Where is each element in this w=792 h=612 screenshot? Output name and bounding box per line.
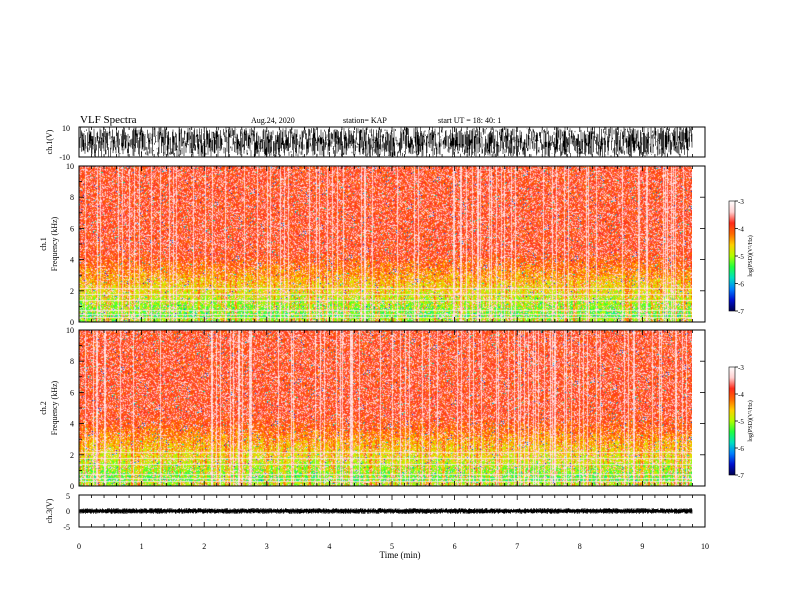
time-tick-label: 9 <box>640 542 644 551</box>
time-tick-label: 0 <box>77 542 81 551</box>
ch2-colorbar-tick-label: -4 <box>738 391 744 399</box>
ch3-waveform-panel: 5 0 -5 ch.3(V) <box>45 492 705 532</box>
ch2-spectrogram-ytick-label: 10 <box>66 326 74 335</box>
ch2-spectrogram-panel: 0 2 4 6 8 10 ch.2 Frequency (kHz) <box>39 326 705 491</box>
time-axis-label: Time (min) <box>380 550 421 560</box>
ch1-colorbar-tick-label: -7 <box>738 308 744 316</box>
figure-title: VLF Spectra <box>80 114 137 126</box>
ch2-colorbar-tick-label: -3 <box>738 364 744 372</box>
ch1-spectrogram-image <box>79 166 692 322</box>
time-tick-label: 2 <box>202 542 206 551</box>
ch2-spectrogram-ytick-label: 2 <box>70 451 74 460</box>
ch3-waveform-line <box>80 508 692 514</box>
ch1-waveform-panel: 10 -10 ch.1(V) <box>45 124 705 162</box>
ch1-spectrogram-panel: 0246810 ch.1 Frequency (kHz) <box>39 162 705 327</box>
ch2-spectrogram-ytick-label: 8 <box>70 357 74 366</box>
ch3-ytick-middle: 0 <box>66 507 70 516</box>
ch2-colorbar-gradient <box>729 367 735 475</box>
time-tick-label: 7 <box>515 542 519 551</box>
ch2-colorbar: -3 -4 -5 -6 -7 log(PSD)(V²/Hz) <box>729 364 754 480</box>
ch1-waveform-trace <box>80 127 692 157</box>
ch2-spectrogram-ytick-label: 0 <box>70 482 74 491</box>
ch1-spectrogram-raster <box>79 166 692 322</box>
ch1-waveform-ylabel: ch.1(V) <box>45 129 54 154</box>
ch1-ytick-top: 10 <box>62 124 70 133</box>
ch1-colorbar-tick-label: -3 <box>738 198 744 206</box>
time-tick-label: 3 <box>265 542 269 551</box>
ch1-spectrogram-ytick-label: 10 <box>66 162 74 171</box>
ch2-spectrogram-ytick-label: 4 <box>70 420 74 429</box>
time-tick-label: 6 <box>453 542 457 551</box>
ch3-ytick-bottom: -5 <box>63 523 70 532</box>
ch1-colorbar-tick-label: -5 <box>738 253 744 261</box>
date-label: Aug.24, 2020 <box>251 116 295 125</box>
time-tick-label: 1 <box>140 542 144 551</box>
ch3-ytick-top: 5 <box>66 492 70 501</box>
ch2-colorbar-tick-label: -5 <box>738 418 744 426</box>
time-tick-label: 10 <box>701 542 709 551</box>
time-tick-label: 8 <box>578 542 582 551</box>
ch1-colorbar-gradient <box>729 201 735 311</box>
vlf-spectra-figure: VLF Spectra Aug.24, 2020 station= KAP st… <box>0 0 792 612</box>
ch2-spectrogram-raster <box>79 330 692 486</box>
time-tick-label: 4 <box>327 542 331 551</box>
ch2-colorbar-label: log(PSD)(V²/Hz) <box>747 400 754 441</box>
station-label: station= KAP <box>343 116 387 125</box>
start-time-label: start UT = 18: 40: 1 <box>438 116 501 125</box>
ch2-spectrogram-ytick-label: 6 <box>70 388 74 397</box>
ch1-waveform-line <box>80 127 692 157</box>
ch1-colorbar-label: log(PSD)(V²/Hz) <box>747 235 754 276</box>
ch2-colorbar-tick-label: -7 <box>738 472 744 480</box>
ch1-colorbar-tick-label: -6 <box>738 281 744 289</box>
ch1-colorbar: -3 -4 -5 -6 -7 log(PSD)(V²/Hz) <box>729 198 754 316</box>
ch1-spectrogram-ytick-label: 6 <box>70 224 74 233</box>
ch2-spectrogram-ylabel: Frequency (kHz) <box>50 380 59 435</box>
ch1-spectrogram-ytick-label: 4 <box>70 256 74 265</box>
ch1-colorbar-tick-label: -4 <box>738 226 744 234</box>
ch1-spectrogram-ylabel: Frequency (kHz) <box>50 216 59 271</box>
ch3-waveform-ylabel: ch.3(V) <box>45 498 54 523</box>
ch1-spectrogram-ytick-label: 8 <box>70 193 74 202</box>
ch1-ytick-bottom: -10 <box>59 153 70 162</box>
ch2-colorbar-tick-label: -6 <box>738 445 744 453</box>
ch2-spectrogram-channel-label: ch.2 <box>39 401 48 415</box>
ch1-spectrogram-channel-label: ch.1 <box>39 237 48 251</box>
ch3-waveform-trace <box>79 495 692 527</box>
ch1-spectrogram-ytick-label: 2 <box>70 287 74 296</box>
ch2-spectrogram-image <box>79 330 692 486</box>
